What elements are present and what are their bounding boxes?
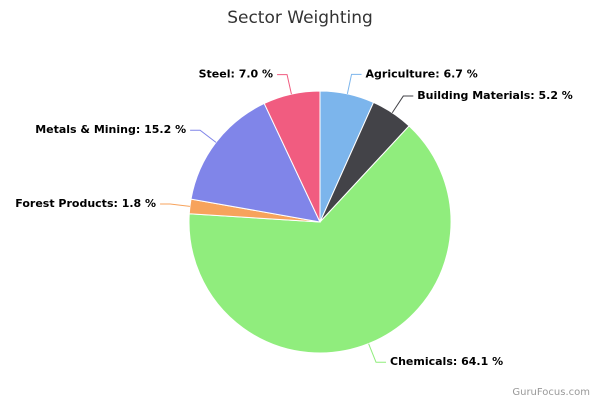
data-label: Steel: 7.0 % xyxy=(199,68,273,81)
connector xyxy=(190,129,217,143)
data-label: Agriculture: 6.7 % xyxy=(366,67,478,80)
connector xyxy=(346,73,362,94)
pie-slice xyxy=(188,125,452,354)
pie-slice xyxy=(263,90,321,223)
data-label: Building Materials: 5.2 % xyxy=(417,89,573,102)
data-label: Forest Products: 1.8 % xyxy=(15,197,156,210)
connector xyxy=(391,95,414,114)
data-label: Metals & Mining: 15.2 % xyxy=(35,123,186,136)
connector xyxy=(368,343,387,363)
connector xyxy=(277,74,292,95)
credit: GuruFocus.com xyxy=(512,387,590,398)
chart-title: Sector Weighting xyxy=(227,8,373,28)
connector xyxy=(160,203,190,207)
pie-slice xyxy=(190,102,321,223)
data-label: Chemicals: 64.1 % xyxy=(390,355,503,368)
